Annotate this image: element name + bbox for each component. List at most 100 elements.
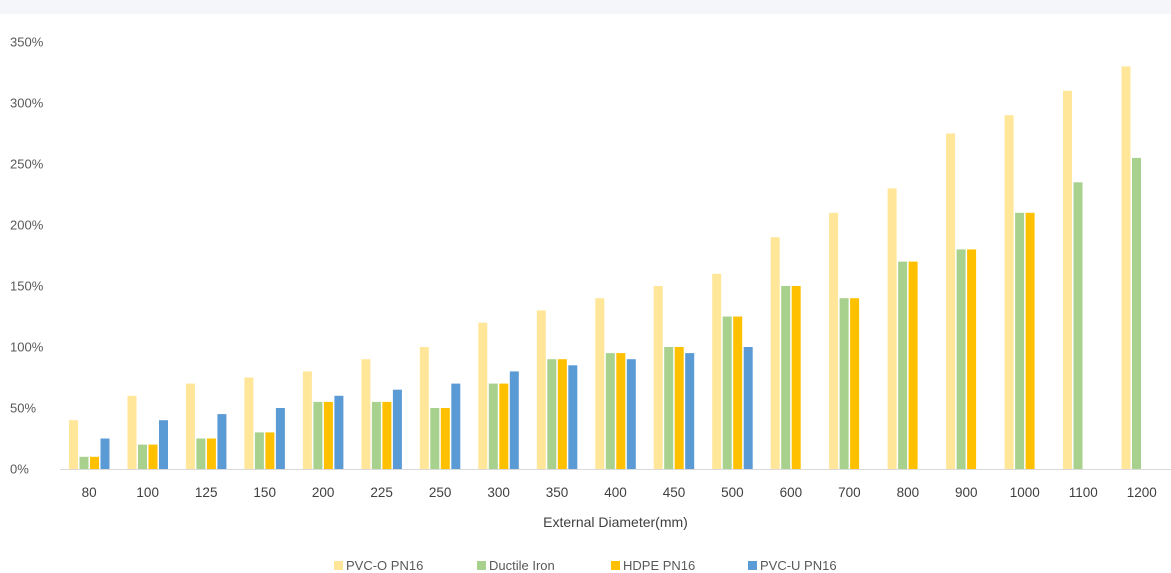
legend-label: PVC-O PN16 (346, 558, 424, 573)
bar-pvc-o-pn16-100 (127, 395, 137, 469)
x-tick-label: 350 (546, 485, 569, 500)
x-axis-ticks: 80 100 125 150 200 225 250 300 350 400 450 500 600 70… (82, 485, 1157, 500)
bar-pvc-o-pn16-250 (419, 347, 429, 469)
y-tick-label: 100% (10, 340, 44, 355)
x-tick-label: 1200 (1127, 485, 1157, 500)
bar-ductile-iron-250 (430, 408, 440, 469)
bar-hdpe-pn16-900 (967, 249, 977, 469)
bar-pvc-u-pn16-500 (743, 347, 753, 469)
bar-hdpe-pn16-250 (440, 408, 450, 469)
x-tick-label: 80 (82, 485, 97, 500)
bar-ductile-iron-1200 (1132, 157, 1141, 469)
bar-pvc-u-pn16-400 (626, 359, 636, 469)
bar-ductile-iron-350 (547, 359, 557, 469)
legend-item: Ductile Iron (477, 558, 555, 573)
x-tick-label: 200 (312, 485, 335, 500)
legend-swatch (748, 561, 757, 570)
legend-label: HDPE PN16 (623, 558, 696, 573)
bar-pvc-u-pn16-80 (100, 438, 110, 469)
legend-swatch (334, 561, 343, 570)
x-tick-label: 150 (253, 485, 276, 500)
x-tick-label: 500 (721, 485, 744, 500)
bar-pvc-o-pn16-400 (595, 298, 605, 469)
x-tick-label: 450 (663, 485, 686, 500)
x-tick-label: 250 (429, 485, 452, 500)
bar-hdpe-pn16-125 (206, 438, 216, 469)
bar-hdpe-pn16-450 (674, 347, 684, 469)
legend-label: PVC-U PN16 (760, 558, 837, 573)
x-tick-label: 900 (955, 485, 978, 500)
bar-hdpe-pn16-500 (733, 316, 743, 469)
bar-pvc-u-pn16-100 (159, 420, 168, 469)
legend-label: Ductile Iron (489, 558, 555, 573)
legend: PVC-O PN16 Ductile Iron HDPE PN16 PVC-U PN1… (0, 558, 1171, 573)
legend-item: PVC-U PN16 (748, 558, 837, 573)
bar-pvc-u-pn16-200 (334, 395, 344, 469)
bar-chart: 0% 50% 100% 150% 200% 250% 300% 350% 80 100 125 15… (10, 35, 1171, 530)
x-axis-title: External Diameter(mm) (543, 514, 688, 530)
bar-ductile-iron-200 (313, 401, 323, 469)
bar-pvc-o-pn16-80 (69, 420, 78, 469)
bar-ductile-iron-80 (79, 456, 89, 469)
bar-ductile-iron-600 (781, 286, 791, 469)
x-tick-label: 1100 (1069, 485, 1098, 500)
x-tick-label: 300 (487, 485, 510, 500)
bar-ductile-iron-800 (898, 261, 908, 469)
bar-ductile-iron-225 (371, 401, 381, 469)
bar-pvc-u-pn16-350 (568, 365, 578, 469)
bar-pvc-o-pn16-150 (244, 377, 254, 469)
bar-ductile-iron-450 (664, 347, 674, 469)
bar-hdpe-pn16-400 (616, 353, 626, 469)
bar-ductile-iron-700 (839, 298, 849, 469)
bar-pvc-o-pn16-450 (653, 286, 663, 469)
bar-hdpe-pn16-100 (148, 444, 158, 469)
top-bar (0, 0, 1171, 14)
x-tick-label: 100 (136, 485, 159, 500)
bar-hdpe-pn16-700 (850, 298, 860, 469)
bar-ductile-iron-900 (956, 249, 966, 469)
bar-pvc-u-pn16-450 (685, 353, 695, 469)
x-tick-label: 800 (897, 485, 920, 500)
bar-ductile-iron-500 (722, 316, 732, 469)
bar-pvc-o-pn16-800 (887, 188, 897, 469)
bars (69, 66, 1141, 470)
x-tick-label: 600 (780, 485, 803, 500)
bar-pvc-u-pn16-300 (509, 371, 519, 469)
bar-pvc-o-pn16-200 (302, 371, 312, 469)
bar-pvc-u-pn16-225 (392, 389, 402, 469)
y-tick-label: 150% (10, 279, 44, 294)
bar-hdpe-pn16-800 (908, 261, 918, 469)
legend-item: HDPE PN16 (611, 558, 695, 573)
y-tick-label: 250% (10, 157, 44, 172)
bar-pvc-o-pn16-225 (361, 359, 371, 469)
bar-pvc-o-pn16-1200 (1121, 66, 1131, 470)
bar-hdpe-pn16-150 (265, 432, 275, 469)
bar-hdpe-pn16-80 (90, 456, 99, 469)
y-tick-label: 0% (10, 462, 29, 477)
bar-ductile-iron-150 (254, 432, 264, 469)
x-tick-label: 225 (370, 485, 393, 500)
legend-swatch (477, 561, 486, 570)
bar-ductile-iron-400 (605, 353, 615, 469)
y-axis-ticks: 0% 50% 100% 150% 200% 250% 300% 350% (10, 35, 44, 477)
legend-item: PVC-O PN16 (334, 558, 423, 573)
bar-pvc-o-pn16-900 (946, 133, 956, 469)
bar-hdpe-pn16-600 (791, 286, 801, 469)
bar-ductile-iron-1100 (1073, 182, 1083, 470)
y-tick-label: 300% (10, 96, 44, 111)
bar-pvc-u-pn16-125 (217, 414, 227, 469)
x-tick-label: 700 (838, 485, 861, 500)
bar-hdpe-pn16-300 (499, 383, 509, 469)
x-tick-label: 125 (195, 485, 218, 500)
bar-pvc-o-pn16-125 (185, 383, 195, 469)
bar-ductile-iron-1000 (1015, 212, 1025, 470)
x-tick-label: 1000 (1010, 485, 1040, 500)
bar-pvc-u-pn16-150 (275, 408, 285, 469)
bar-pvc-o-pn16-700 (829, 212, 839, 470)
bar-pvc-o-pn16-1100 (1063, 90, 1072, 470)
bar-pvc-o-pn16-300 (478, 322, 488, 469)
bar-pvc-o-pn16-350 (536, 310, 546, 469)
bar-pvc-o-pn16-1000 (1004, 115, 1014, 469)
bar-ductile-iron-125 (196, 438, 206, 469)
y-tick-label: 200% (10, 218, 44, 233)
